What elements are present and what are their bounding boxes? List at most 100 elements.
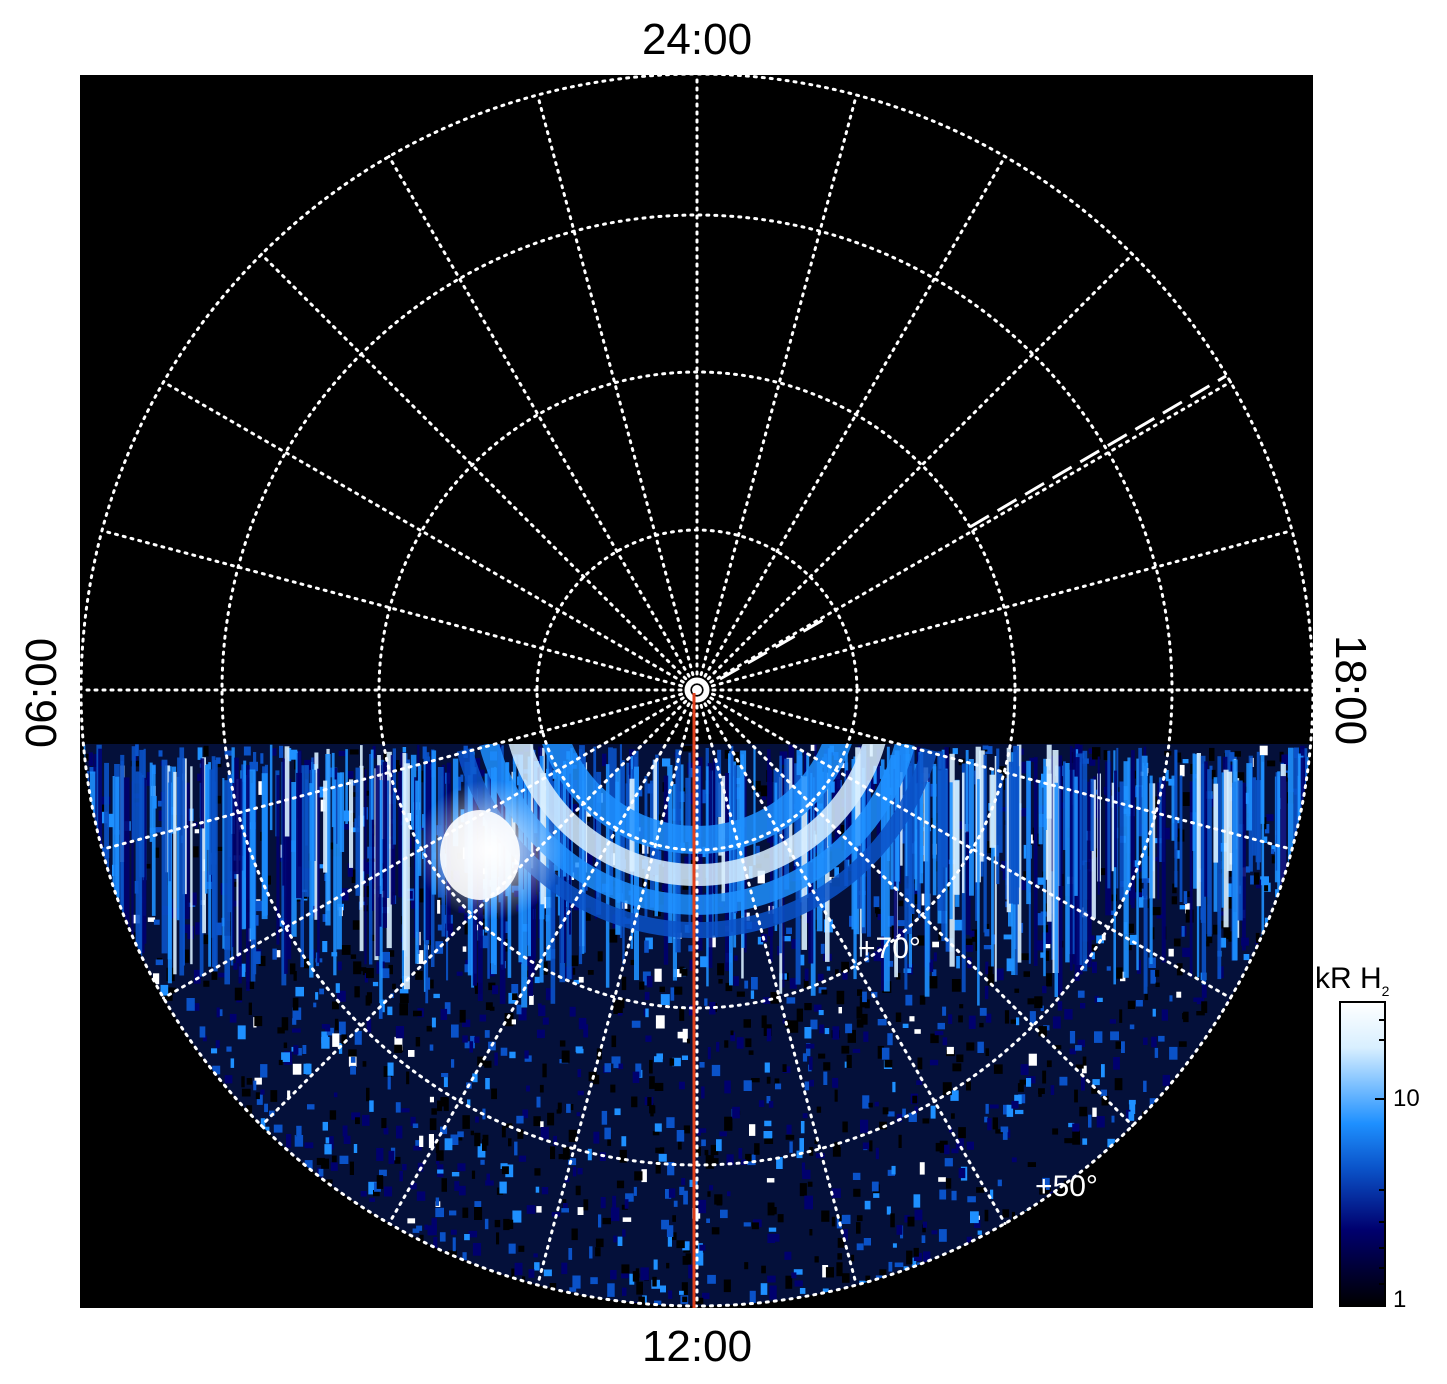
noise-cell — [802, 1169, 811, 1180]
noise-cell — [1125, 1109, 1131, 1122]
noise-cell — [435, 1197, 440, 1206]
noise-cell — [313, 1002, 317, 1008]
noise-cell — [407, 1218, 416, 1224]
noise-cell — [922, 1224, 926, 1233]
noise-cell — [654, 1082, 664, 1091]
noise-cell — [842, 1273, 850, 1283]
noise-cell — [289, 749, 298, 760]
noise-cell — [786, 997, 796, 1004]
noise-cell — [952, 1063, 962, 1072]
noise-cell — [1136, 959, 1141, 974]
noise-cell — [681, 1178, 686, 1186]
noise-cell — [435, 1140, 440, 1154]
streak — [392, 748, 396, 845]
noise-cell — [989, 1104, 999, 1109]
noise-cell — [234, 987, 243, 1001]
noise-cell — [613, 1235, 618, 1243]
noise-cell — [752, 780, 761, 792]
noise-cell — [155, 959, 163, 966]
noise-cell — [1165, 770, 1169, 782]
streak — [213, 760, 218, 972]
noise-cell — [931, 969, 937, 978]
noise-cell — [524, 1055, 532, 1062]
noise-cell — [1220, 937, 1227, 948]
noise-cell — [536, 1206, 542, 1213]
noise-cell — [611, 1056, 621, 1064]
noise-cell — [1156, 914, 1163, 919]
noise-cell — [996, 968, 1004, 981]
noise-cell — [1052, 1128, 1059, 1135]
streak — [167, 782, 172, 984]
noise-cell — [457, 1131, 464, 1138]
streak — [355, 767, 361, 896]
noise-cell — [341, 1034, 347, 1045]
noise-cell — [254, 951, 261, 964]
streak — [1179, 775, 1183, 902]
noise-cell — [668, 1290, 673, 1299]
noise-cell — [477, 1143, 486, 1158]
streak — [1256, 751, 1260, 870]
noise-cell — [1023, 971, 1030, 977]
noise-cell — [785, 1134, 795, 1140]
noise-cell — [1143, 1080, 1147, 1092]
noise-cell — [369, 1100, 374, 1112]
noise-cell — [557, 1102, 562, 1113]
noise-cell — [437, 924, 443, 931]
streak — [810, 772, 813, 863]
noise-cell — [666, 1262, 670, 1269]
noise-cell — [1017, 1083, 1024, 1092]
noise-cell — [317, 786, 326, 798]
noise-cell — [1138, 891, 1142, 898]
streak — [1111, 782, 1114, 872]
noise-cell — [577, 1168, 583, 1175]
noise-cell — [927, 959, 934, 972]
noise-cell — [681, 1055, 688, 1060]
noise-cell — [672, 1215, 676, 1222]
noise-cell — [415, 1140, 422, 1146]
noise-cell — [186, 998, 195, 1011]
noise-cell — [281, 1052, 290, 1062]
noise-cell — [1010, 1019, 1017, 1024]
noise-cell — [852, 1172, 861, 1180]
noise-cell — [533, 1253, 538, 1258]
noise-cell — [458, 776, 462, 791]
noise-cell — [743, 1080, 752, 1091]
noise-cell — [562, 1203, 568, 1210]
noise-cell — [625, 1193, 634, 1202]
streak — [209, 769, 215, 875]
noise-cell — [921, 1235, 926, 1243]
streak — [131, 746, 136, 840]
streak — [261, 773, 268, 920]
noise-cell — [730, 1030, 734, 1036]
noise-cell — [286, 1134, 292, 1148]
noise-cell — [1152, 1008, 1156, 1017]
streak — [165, 765, 170, 873]
noise-cell — [362, 967, 366, 976]
streak — [1252, 777, 1256, 856]
noise-cell — [632, 1271, 639, 1282]
streak — [234, 757, 239, 875]
noise-cell — [849, 915, 853, 927]
noise-cell — [350, 1065, 356, 1075]
noise-cell — [634, 1171, 643, 1181]
noise-cell — [698, 1128, 707, 1133]
noise-cell — [948, 1127, 952, 1133]
noise-cell — [658, 1153, 667, 1162]
noise-cell — [1128, 1111, 1135, 1121]
noise-cell — [622, 1229, 626, 1237]
noise-cell — [701, 1139, 706, 1147]
noise-cell — [653, 1259, 658, 1270]
noise-cell — [612, 1195, 617, 1208]
noise-cell — [255, 1092, 260, 1100]
noise-cell — [351, 827, 360, 833]
noise-cell — [399, 1170, 403, 1182]
noise-cell — [723, 1279, 731, 1293]
noise-cell — [789, 978, 797, 989]
noise-cell — [309, 762, 318, 773]
noise-cell — [867, 778, 875, 790]
streak — [917, 782, 920, 913]
noise-cell — [160, 984, 169, 996]
noise-cell — [181, 924, 190, 933]
noise-cell — [1037, 913, 1046, 926]
noise-cell — [508, 1243, 516, 1254]
